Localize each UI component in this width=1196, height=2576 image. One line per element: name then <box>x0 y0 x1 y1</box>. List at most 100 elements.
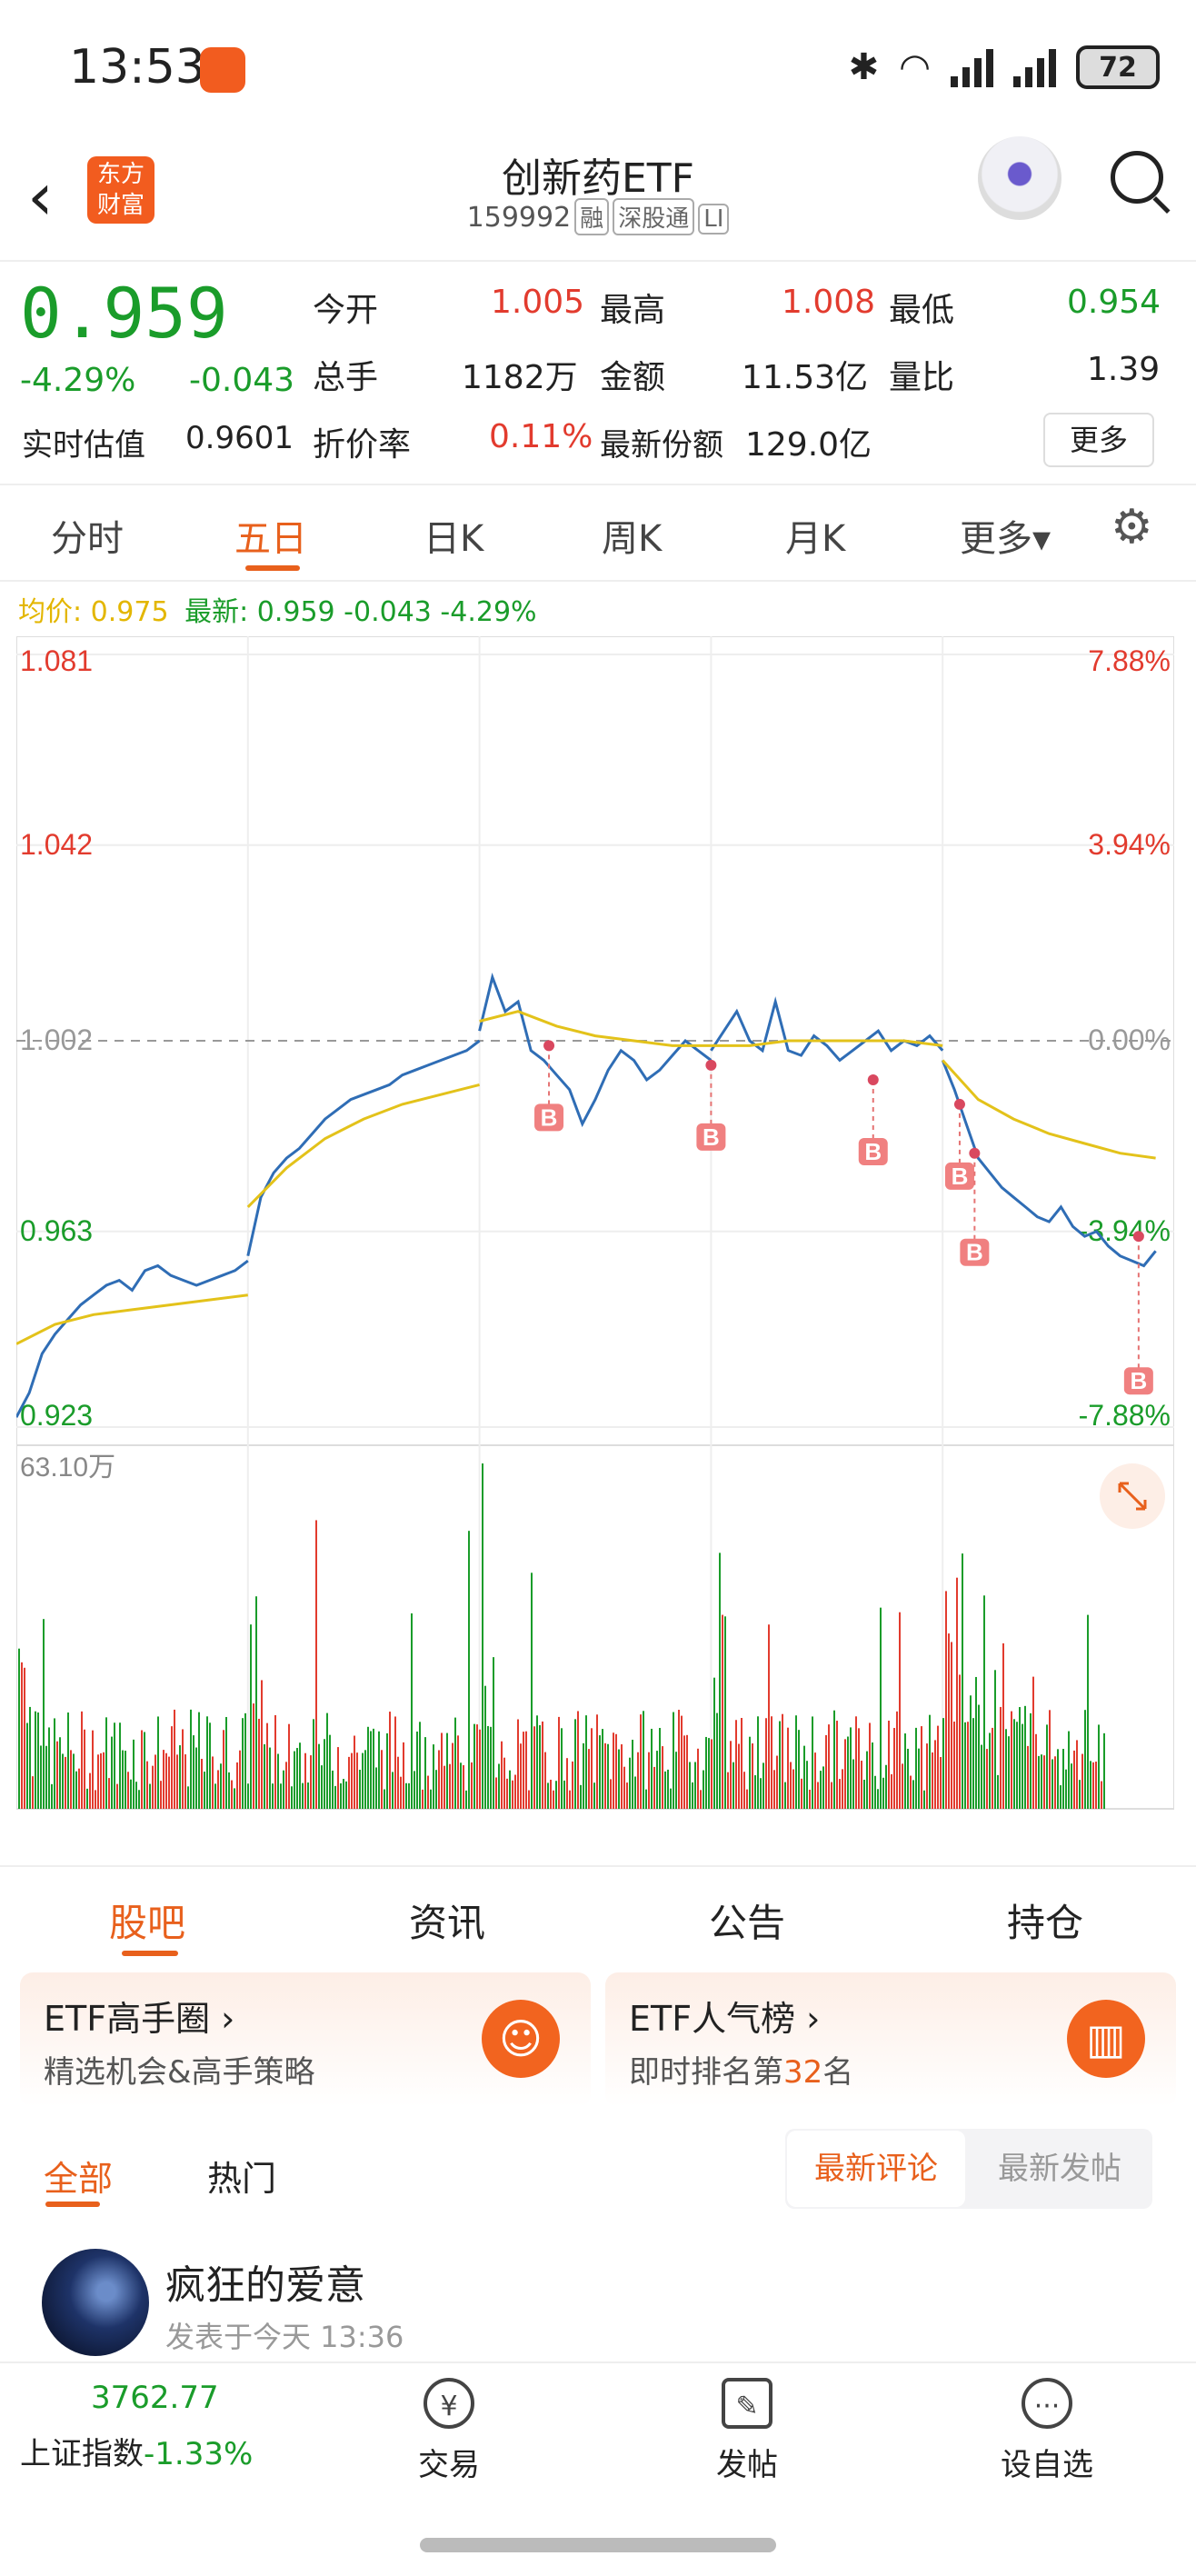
volume-bar <box>343 1779 344 1809</box>
volume-bar <box>1005 1729 1007 1809</box>
volume-bar <box>149 1783 151 1809</box>
volume-bar <box>446 1732 448 1809</box>
volume-bar <box>285 1762 287 1809</box>
volume-bar <box>247 1783 249 1809</box>
volume-bar <box>1087 1614 1089 1809</box>
volume-bar <box>585 1715 587 1809</box>
volume-bar <box>242 1718 244 1809</box>
back-icon[interactable]: ‹ <box>27 158 54 235</box>
volume-bar <box>1092 1762 1094 1809</box>
sort-latest-post[interactable]: 最新发帖 <box>998 2151 1121 2187</box>
gear-icon[interactable]: ⚙ <box>1111 500 1153 554</box>
assistant-robot-icon[interactable] <box>978 136 1061 220</box>
x-tick-label: 09/04 <box>1022 1815 1095 1818</box>
volume-bar <box>828 1724 830 1809</box>
tab-announcements[interactable]: 公告 <box>709 1901 786 1945</box>
volume-bar <box>528 1790 530 1809</box>
volume-bar <box>716 1712 718 1809</box>
volume-bar <box>743 1772 745 1809</box>
avatar[interactable] <box>42 2249 149 2356</box>
volume-bar <box>296 1748 298 1809</box>
volume-bar <box>157 1716 159 1809</box>
volume-bar <box>209 1722 211 1809</box>
search-icon[interactable] <box>1111 151 1163 204</box>
volume-bar <box>62 1753 64 1809</box>
more-button[interactable]: 更多 <box>1043 413 1154 467</box>
tab-holdings[interactable]: 持仓 <box>1007 1901 1084 1945</box>
volume-bar <box>375 1767 377 1809</box>
etf-expert-circle-card[interactable]: ETF高手圈 › 精选机会&高手策略 ☺ <box>20 1972 591 2107</box>
volume-bar <box>632 1739 633 1809</box>
five-day-chart[interactable]: 1.081 7.88% 1.042 3.94% 1.002 0.00% 0.963 -3.94… <box>16 636 1174 1818</box>
index-change: -1.33% <box>144 2436 254 2472</box>
volume-bar <box>239 1750 241 1809</box>
volume-bar <box>1043 1755 1045 1809</box>
tab-five-day[interactable]: 五日 <box>234 518 307 560</box>
index-name-line[interactable]: 上证指数-1.33% <box>20 2436 254 2472</box>
tab-all[interactable]: 全部 <box>44 2159 114 2199</box>
price-line <box>478 972 713 1128</box>
volume-bar <box>700 1790 702 1809</box>
tab-daily-k[interactable]: 日K <box>424 518 484 560</box>
price-line <box>246 1039 481 1257</box>
x-tick-label: 09/01 <box>328 1815 401 1818</box>
tab-more[interactable]: 更多▾ <box>960 518 1051 560</box>
volume-bar <box>776 1755 778 1809</box>
post-username[interactable]: 疯狂的爱意 <box>165 2262 365 2309</box>
volume-bar <box>604 1742 606 1809</box>
volume-bar <box>566 1758 568 1809</box>
trade-button[interactable]: ¥ 交易 <box>385 2378 513 2484</box>
volume-bar <box>381 1750 383 1809</box>
volume-bar <box>498 1763 500 1809</box>
volume-bar <box>1068 1731 1070 1809</box>
tab-weekly-k[interactable]: 周K <box>602 518 663 560</box>
volume-bar <box>1035 1733 1037 1809</box>
volume-bar <box>771 1716 772 1809</box>
volume-bar <box>514 1774 516 1809</box>
volume-bar <box>675 1752 677 1809</box>
avg-price-line <box>16 1293 248 1345</box>
volume-bar <box>525 1731 527 1809</box>
volume-bar <box>321 1765 323 1809</box>
volume-bar <box>1065 1769 1067 1809</box>
tab-news[interactable]: 资讯 <box>409 1901 486 1945</box>
volume-bar <box>182 1729 184 1809</box>
volume-bar <box>741 1717 743 1809</box>
post-button[interactable]: ✎ 发帖 <box>683 2378 811 2484</box>
tab-monthly-k[interactable]: 月K <box>785 518 846 560</box>
volume-bar <box>204 1772 205 1809</box>
volume-bar <box>610 1779 612 1809</box>
volume-bar <box>490 1726 492 1809</box>
tab-forum[interactable]: 股吧 <box>109 1901 186 1945</box>
etf-popularity-card[interactable]: ETF人气榜 › 即时排名第32名 ▥ <box>605 1972 1176 2107</box>
volume-bar <box>476 1724 478 1809</box>
volume-bar <box>678 1710 680 1809</box>
volume-bar <box>67 1712 69 1809</box>
volume-bar <box>615 1733 617 1809</box>
volume-bar <box>463 1764 464 1809</box>
index-value[interactable]: 3762.77 <box>91 2380 219 2416</box>
volume-bar <box>1095 1762 1097 1809</box>
add-watchlist-button[interactable]: ··· 设自选 <box>983 2378 1111 2484</box>
tag-level: LI <box>698 204 730 235</box>
volume-bar <box>337 1747 339 1809</box>
y-right-tick: -3.94% <box>1079 1214 1171 1247</box>
tab-intraday[interactable]: 分时 <box>51 518 124 560</box>
volume-bar <box>923 1790 925 1809</box>
volume-value: 1182万 <box>462 359 578 396</box>
volume-bar <box>577 1711 579 1809</box>
volume-bar <box>92 1730 94 1809</box>
volume-bar <box>1090 1761 1091 1809</box>
y-left-tick: 1.002 <box>20 1023 93 1056</box>
volume-bar <box>634 1776 636 1809</box>
volume-bar <box>517 1719 519 1809</box>
tab-hot[interactable]: 热门 <box>207 2159 277 2199</box>
volume-bar <box>24 1667 25 1809</box>
sort-latest-comment[interactable]: 最新评论 <box>787 2131 965 2207</box>
volume-bar <box>531 1573 533 1809</box>
volume-bar <box>953 1722 955 1809</box>
volume-bar <box>430 1789 432 1809</box>
volume-bar <box>569 1790 571 1809</box>
stock-code-line: 159992 融深股通 LI <box>0 198 1196 235</box>
volume-bar <box>228 1772 230 1809</box>
